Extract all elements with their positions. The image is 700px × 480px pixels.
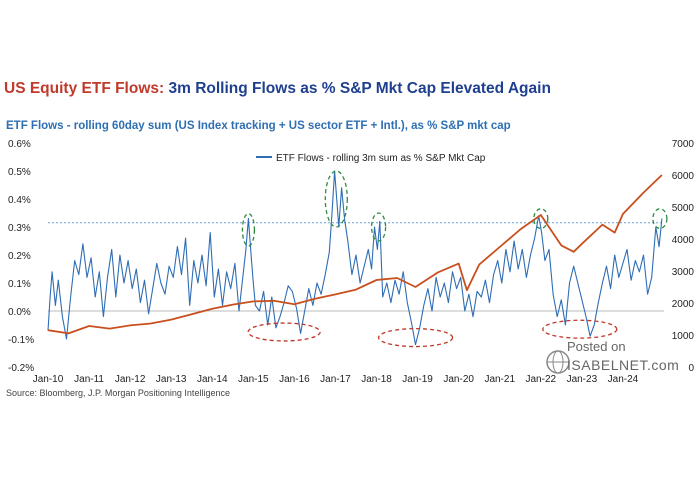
grid-layer: [48, 222, 664, 312]
legend-label-flows: ETF Flows - rolling 3m sum as % S&P Mkt …: [276, 153, 486, 164]
title-part-2: 3m Rolling Flows as % S&P Mkt Cap Elevat…: [168, 80, 551, 97]
isabelnet-watermark: Posted on ISABELNET.com: [545, 337, 695, 381]
x-tick-label: Jan-14: [197, 374, 228, 385]
y-left-tick-label: 0.4%: [8, 195, 31, 206]
y-left-tick-label: 0.1%: [8, 279, 31, 290]
y-right-tick-label: 5000: [672, 203, 695, 214]
high-annotation-ellipse: [241, 212, 256, 247]
x-tick-label: Jan-13: [156, 374, 187, 385]
y-right-tick-label: 1000: [672, 331, 695, 342]
y-left-tick-label: -0.2%: [8, 363, 34, 374]
low-annotation-ellipse: [377, 327, 454, 348]
chart-subtitle: ETF Flows - rolling 60day sum (US Index …: [6, 120, 511, 132]
x-tick-label: Jan-16: [279, 374, 310, 385]
y-left-tick-label: 0.2%: [8, 251, 31, 262]
low-annotation-ellipse: [247, 322, 321, 342]
x-tick-label: Jan-11: [74, 374, 104, 385]
source-note: Source: Bloomberg, J.P. Morgan Positioni…: [6, 388, 230, 398]
high-annotation-ellipse: [324, 170, 348, 228]
globe-icon: [546, 350, 570, 374]
y-left-tick-label: 0.0%: [8, 307, 31, 318]
x-tick-label: Jan-24: [608, 374, 639, 385]
x-tick-label: Jan-19: [402, 374, 433, 385]
x-tick-label: Jan-10: [33, 374, 64, 385]
watermark-posted-on: Posted on: [567, 339, 626, 354]
low-annotation-ellipse: [542, 319, 618, 339]
watermark-brand: ISABELNET.com: [567, 357, 680, 373]
y-right-tick-label: 0: [688, 363, 694, 374]
y-right-tick-label: 2000: [672, 299, 695, 310]
series-layer: [47, 170, 663, 346]
y-left-tick-label: 0.6%: [8, 139, 31, 150]
y-right-tick-label: 3000: [672, 267, 695, 278]
sp500-line: [47, 174, 663, 335]
x-tick-label: Jan-18: [361, 374, 392, 385]
x-tick-label: Jan-22: [526, 374, 557, 385]
legend: ETF Flows - rolling 3m sum as % S&P Mkt …: [256, 153, 486, 164]
y-right-tick-label: 6000: [672, 171, 695, 182]
y-right-tick-label: 4000: [672, 235, 695, 246]
y-left-tick-label: 0.5%: [8, 167, 31, 178]
high-annotation-ellipse: [370, 212, 387, 242]
axes-layer: -0.2% -0.1% 0.0% 0.1% 0.2% 0.3% 0.4% 0.5% 0.6% 0 1…: [8, 139, 694, 385]
title-part-1: US Equity ETF Flows:: [4, 80, 165, 97]
y-left-tick-label: -0.1%: [8, 335, 34, 346]
y-right-tick-label: 7000: [672, 139, 695, 150]
x-tick-label: Jan-23: [567, 374, 598, 385]
high-annotation-ellipse: [652, 208, 668, 230]
x-tick-label: Jan-17: [320, 374, 351, 385]
x-tick-label: Jan-20: [443, 374, 474, 385]
x-tick-label: Jan-21: [484, 374, 515, 385]
y-left-tick-label: 0.3%: [8, 223, 31, 234]
etf-flows-line: [47, 170, 663, 346]
x-tick-label: Jan-15: [238, 374, 269, 385]
annotations-layer: [241, 170, 668, 348]
x-tick-label: Jan-12: [115, 374, 146, 385]
chart-title: US Equity ETF Flows: 3m Rolling Flows as…: [4, 80, 551, 98]
high-annotation-ellipse: [533, 208, 549, 230]
